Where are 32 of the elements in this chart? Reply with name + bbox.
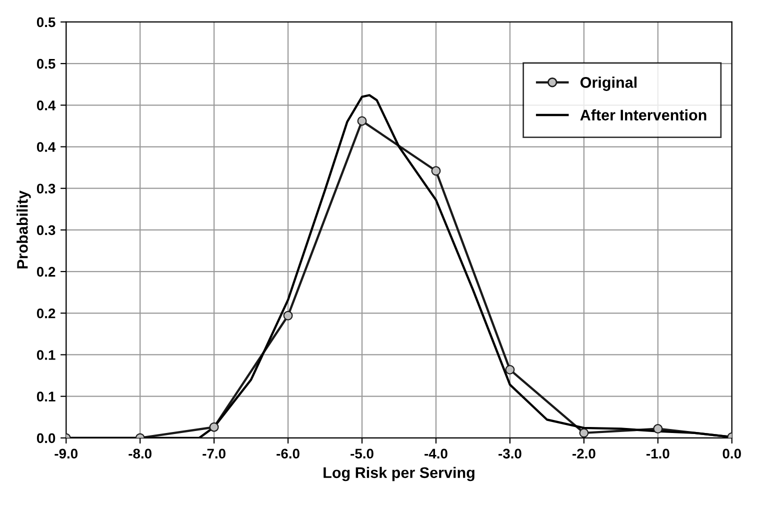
point: [431, 166, 441, 176]
y-tick-label: 0.0: [36, 433, 56, 444]
legend-label: After Intervention: [580, 109, 706, 120]
y-axis-title: Probability: [16, 190, 31, 268]
x-tick-label: -1.0: [646, 448, 670, 459]
y-tick-label: 0.5: [36, 17, 56, 28]
x-tick-label: -2.0: [572, 448, 596, 459]
x-tick-label: -6.0: [276, 448, 300, 459]
x-tick-label: -7.0: [202, 448, 226, 459]
point: [283, 310, 293, 320]
point: [579, 428, 589, 438]
x-tick-label: 0.0: [722, 448, 741, 459]
x-tick-label: -5.0: [350, 448, 374, 459]
y-tick-label: 0.5: [36, 58, 56, 69]
point: [357, 116, 367, 126]
legend-label: Original: [580, 76, 636, 91]
y-tick-label: 0.4: [36, 100, 56, 110]
y-tick-label: 0.4: [36, 142, 56, 152]
x-axis-title: Log Risk per Serving: [324, 466, 474, 482]
y-tick-label: 0.2: [36, 266, 56, 277]
x-tick-label: -9.0: [54, 448, 78, 459]
x-tick-label: -4.0: [424, 448, 448, 459]
y-tick-label: 0.2: [36, 308, 56, 318]
x-tick-label: -3.0: [498, 448, 522, 459]
y-tick-label: 0.1: [36, 350, 56, 360]
x-tick-label: -8.0: [128, 448, 152, 459]
point: [653, 424, 663, 434]
point: [209, 422, 219, 432]
y-tick-label: 0.3: [36, 184, 56, 194]
y-tick-label: 0.3: [36, 225, 56, 236]
y-tick-label: 0.1: [36, 392, 56, 402]
point: [505, 364, 515, 374]
